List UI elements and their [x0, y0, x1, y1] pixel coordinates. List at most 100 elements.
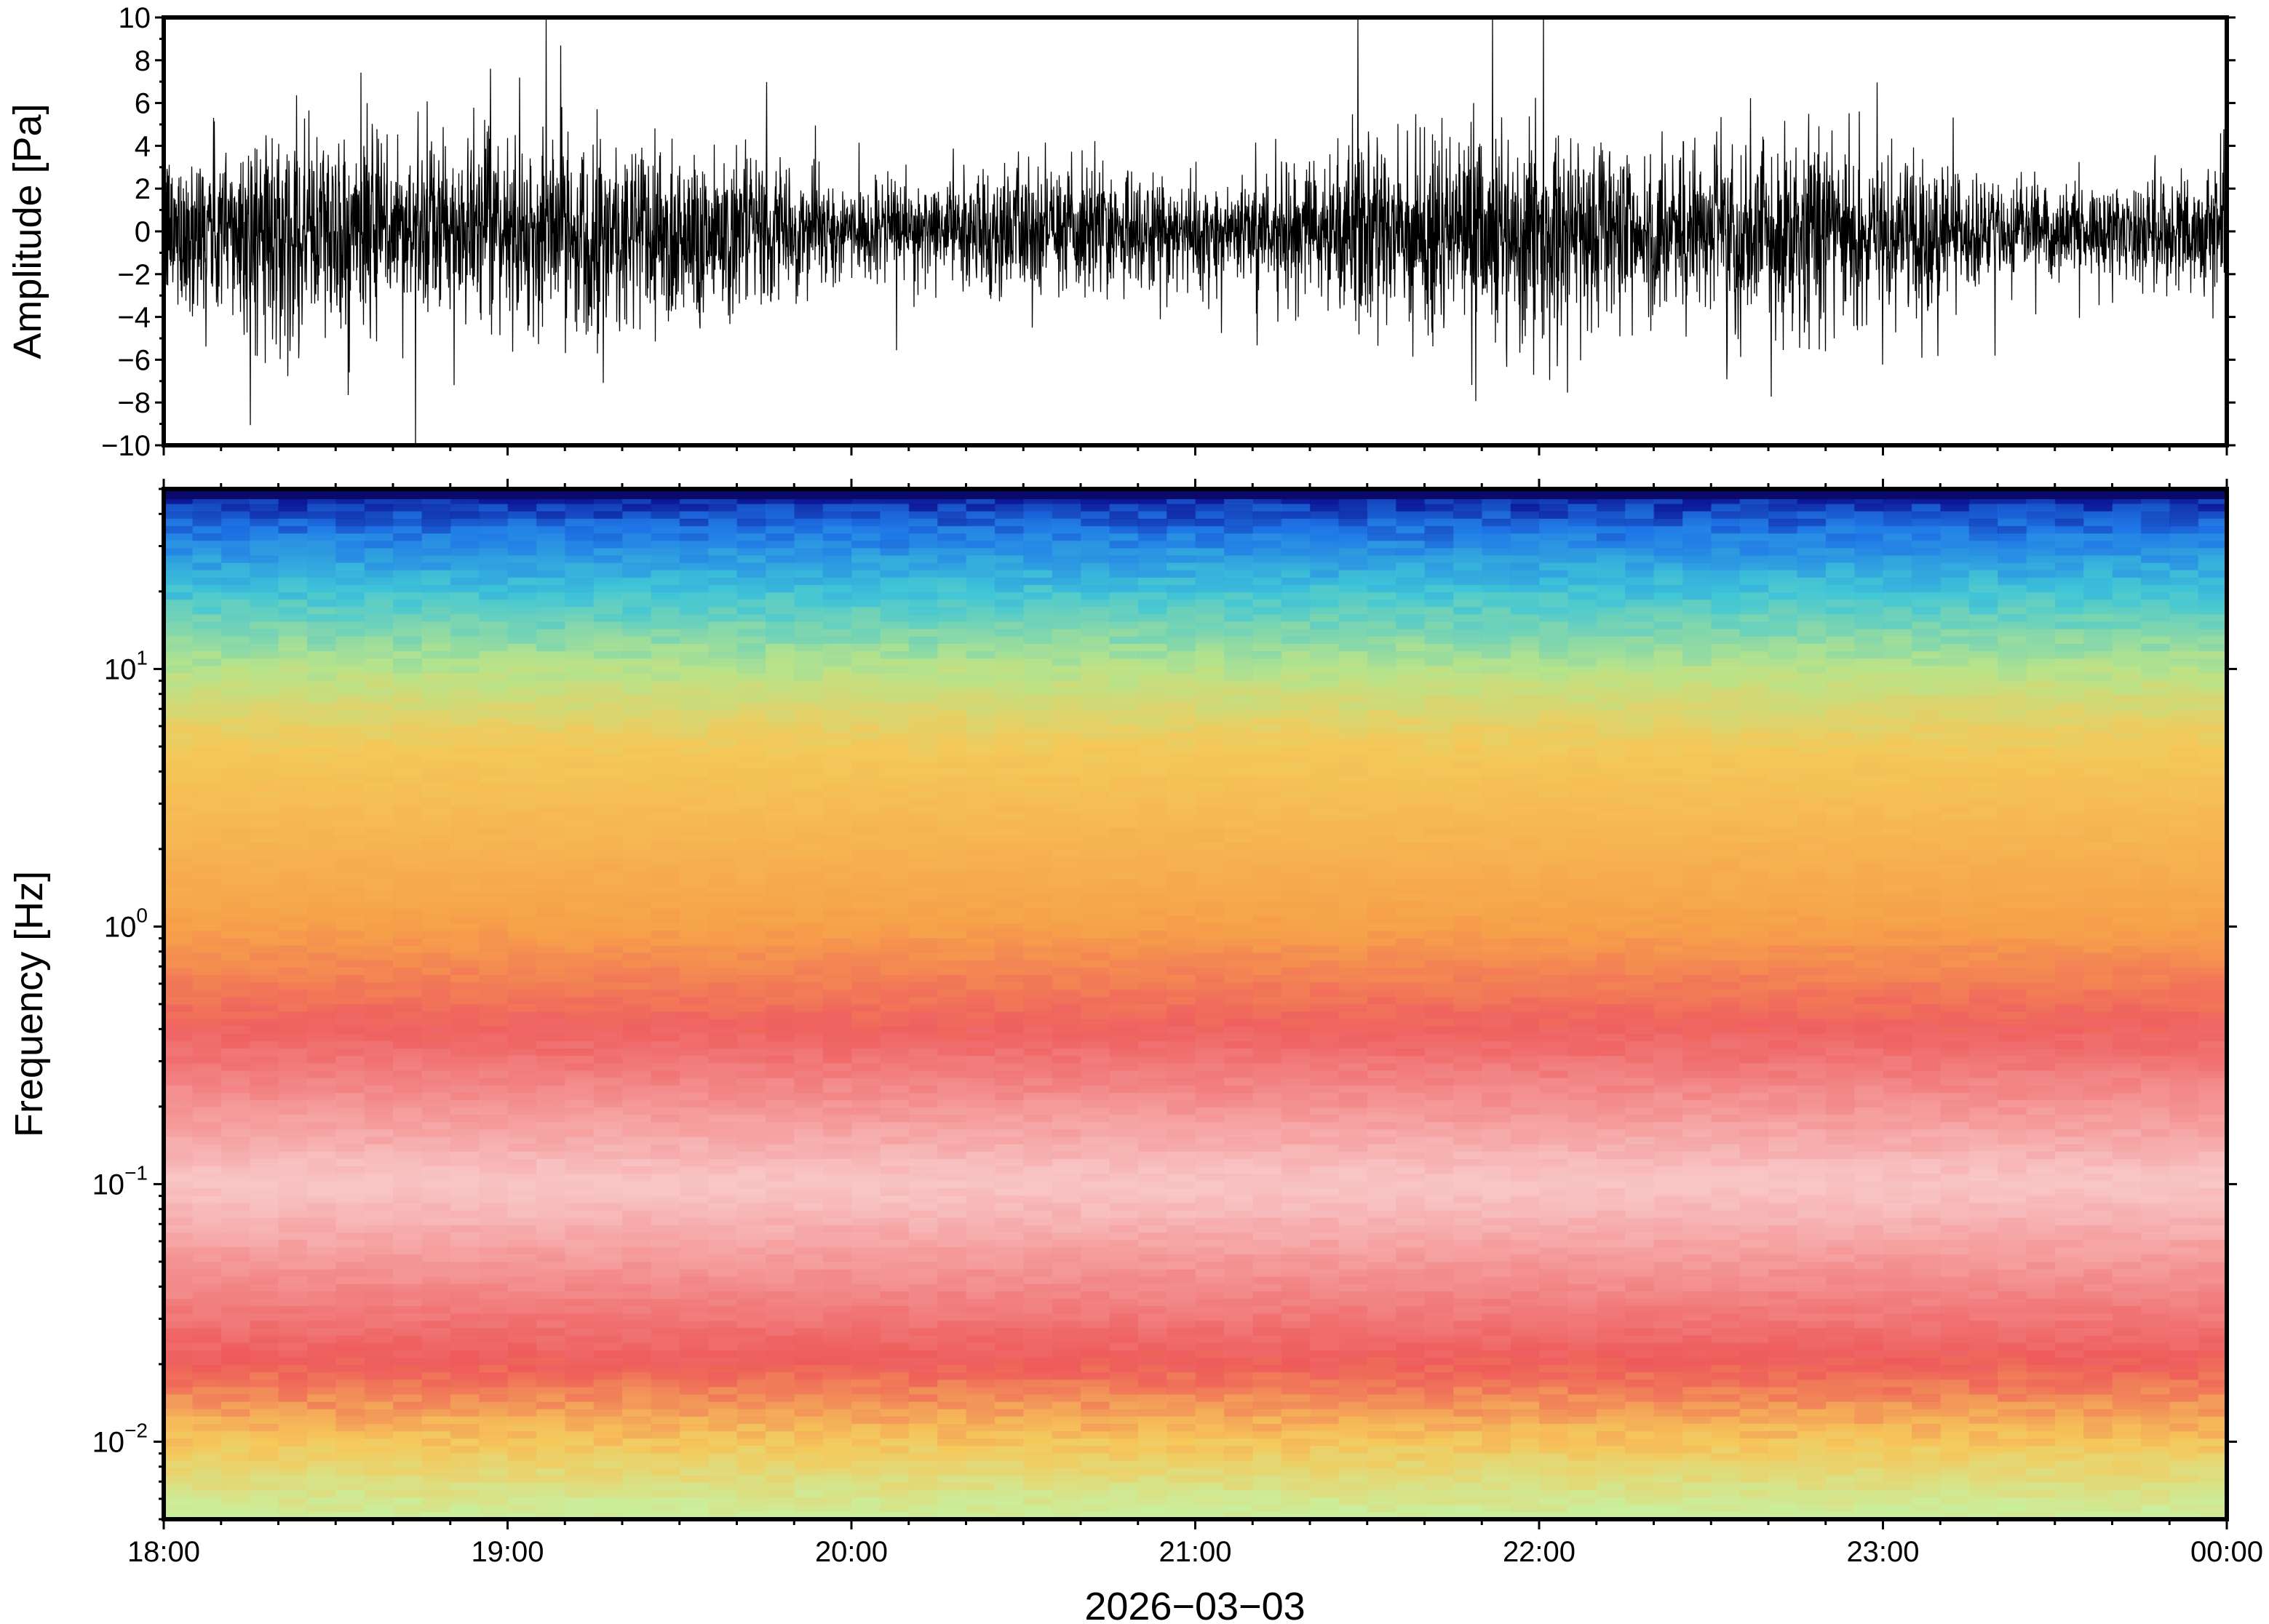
spectrogram-cell [994, 1121, 1025, 1130]
spectrogram-cell [278, 1033, 308, 1042]
spectrogram-cell [1081, 709, 1110, 718]
spectrogram-cell [192, 1254, 222, 1262]
spectrogram-cell [220, 540, 251, 549]
spectrogram-cell [1137, 1328, 1168, 1336]
spectrogram-cell [1023, 1217, 1053, 1225]
spectrogram-cell [364, 636, 394, 644]
spectrogram-cell [364, 629, 394, 637]
spectrogram-cell [1137, 1114, 1168, 1123]
spectrogram-cell [1081, 1364, 1110, 1373]
spectrogram-cell [565, 1372, 595, 1380]
spectrogram-cell [708, 1372, 738, 1380]
spectrogram-cell [250, 1078, 279, 1086]
spectrogram-cell [994, 1092, 1025, 1101]
spectrogram-cell [1137, 1173, 1168, 1182]
spectrogram-cell [708, 1107, 738, 1115]
spectrogram-cell [593, 1180, 623, 1189]
spectrogram-cell [1081, 952, 1110, 960]
spectrogram-cell [851, 496, 881, 504]
spectrogram-cell [507, 650, 537, 659]
spectrogram-cell [966, 1335, 996, 1343]
spectrogram-cell [1081, 1386, 1110, 1395]
spectrogram-cell [250, 886, 279, 894]
spectrogram-cell [536, 1335, 566, 1343]
spectrogram-cell [536, 1313, 566, 1321]
spectrogram-cell [335, 629, 365, 637]
spectrogram-cell [622, 1107, 652, 1115]
spectrogram-cell [679, 547, 710, 556]
spectrogram-cell [450, 562, 480, 570]
waveform-y-tick-label: −4 [117, 302, 151, 334]
spectrogram-cell [651, 1232, 680, 1241]
spectrogram-cell [851, 540, 881, 549]
spectrogram-cell [651, 1401, 680, 1409]
spectrogram-cell [851, 1092, 881, 1101]
spectrogram-cell [651, 496, 680, 504]
spectrogram-cell [679, 658, 710, 666]
spectrogram-cell [880, 1217, 910, 1225]
spectrogram-cell [651, 989, 680, 998]
spectrogram-cell [651, 1151, 680, 1159]
spectrogram-cell [421, 923, 451, 931]
spectrogram-cell [851, 1232, 881, 1241]
spectrogram-cell [220, 1011, 251, 1019]
spectrogram-cell [450, 650, 480, 659]
spectrogram-cell [908, 1482, 939, 1491]
spectrogram-cell [507, 1438, 537, 1446]
spectrogram-cell [479, 945, 509, 953]
spectrogram-cell [1023, 820, 1053, 828]
spectrogram-cell [708, 1011, 738, 1019]
spectrogram-cell [651, 886, 680, 894]
spectrogram-cell [479, 886, 509, 894]
spectrogram-cell [1052, 1305, 1081, 1314]
spectrogram-cell [794, 1225, 824, 1233]
spectrogram-cell [192, 1489, 222, 1498]
spectrogram-cell [651, 606, 680, 615]
spectrogram-cell [1023, 754, 1053, 762]
spectrogram-cell [421, 599, 451, 608]
spectrogram-cell [679, 1070, 710, 1078]
spectrogram-cell [565, 1504, 595, 1513]
spectrogram-cell [393, 1004, 423, 1012]
spectrogram-cell [250, 1151, 279, 1159]
spectrogram-cell [536, 1511, 566, 1519]
spectrogram-cell [450, 1137, 480, 1145]
spectrogram-cell [192, 768, 222, 776]
spectrogram-cell [536, 518, 566, 527]
spectrogram-cell [736, 1511, 766, 1519]
spectrogram-cell [736, 1232, 766, 1241]
spectrogram-cell [1081, 1342, 1110, 1350]
spectrogram-cell [507, 739, 537, 747]
spectrogram-cell [536, 1048, 566, 1056]
spectrogram-cell [736, 901, 766, 909]
spectrogram-cell [708, 893, 738, 901]
spectrogram-cell [278, 496, 308, 504]
spectrogram-cell [994, 1232, 1025, 1241]
spectrogram-cell [1023, 1313, 1053, 1321]
spectrogram-cell [679, 503, 710, 512]
spectrogram-cell [335, 989, 365, 998]
spectrogram-cell [278, 783, 308, 792]
spectrogram-cell [622, 1269, 652, 1277]
spectrogram-cell [765, 761, 795, 769]
spectrogram-cell [335, 658, 365, 666]
spectrogram-cell [192, 1158, 222, 1167]
spectrogram-cell [364, 989, 394, 998]
spectrogram-cell [1081, 503, 1110, 512]
spectrogram-cell [908, 1033, 939, 1042]
spectrogram-cell [1052, 709, 1081, 718]
spectrogram-cell [450, 555, 480, 563]
spectrogram-cell [335, 1180, 365, 1189]
spectrogram-cell [306, 1217, 337, 1225]
spectrogram-cell [1052, 1195, 1081, 1203]
spectrogram-cell [822, 1033, 852, 1042]
spectrogram-cell [1052, 1401, 1081, 1409]
spectrogram-cell [765, 1137, 795, 1145]
spectrogram-cell [593, 1225, 623, 1233]
spectrogram-cell [593, 1033, 623, 1042]
spectrogram-cell [708, 827, 738, 835]
spectrogram-cell [335, 813, 365, 821]
spectrogram-cell [1081, 717, 1110, 725]
spectrogram-cell [679, 1460, 710, 1468]
spectrogram-cell [220, 1173, 251, 1182]
